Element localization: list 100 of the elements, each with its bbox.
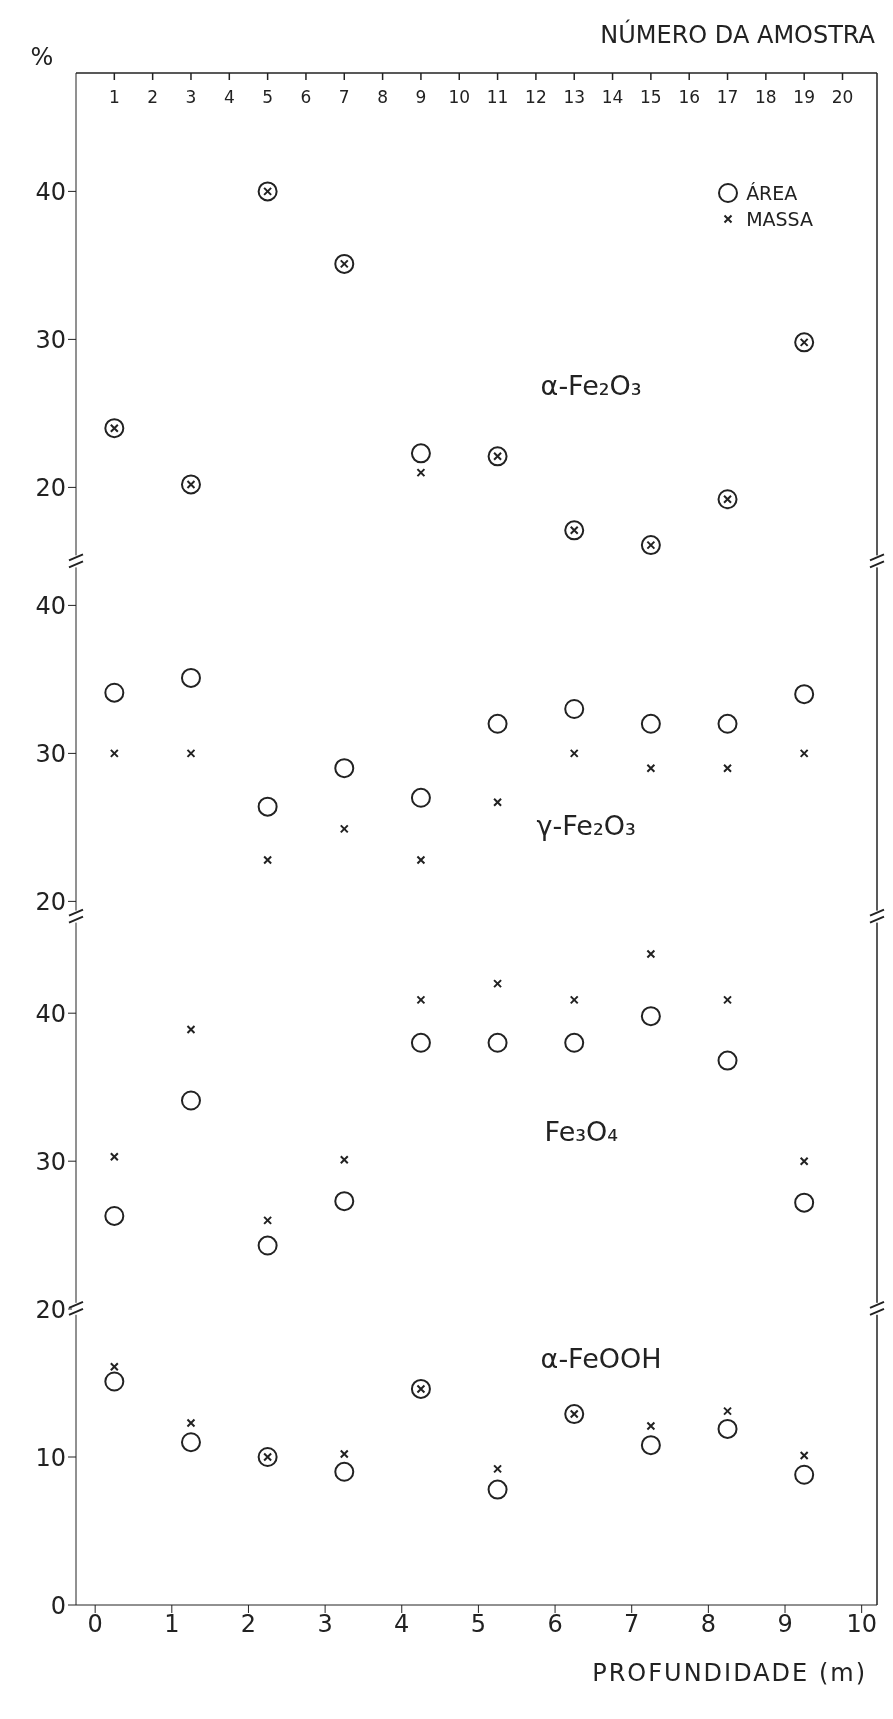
x2-tick-label: 16	[678, 87, 701, 107]
point	[564, 1032, 585, 1053]
point	[263, 1215, 273, 1225]
point	[104, 1205, 125, 1226]
y-tick-label: 10	[35, 1443, 66, 1472]
point	[717, 714, 738, 735]
point	[186, 1418, 196, 1428]
point	[487, 714, 508, 735]
x2-tick-label: 9	[415, 87, 427, 107]
x2-tick-label: 3	[185, 87, 197, 107]
point	[640, 1434, 661, 1455]
point	[180, 668, 201, 689]
x2-tick-label: 8	[377, 87, 389, 107]
x2-tick-label: 6	[300, 87, 312, 107]
annotation: Fe₃O₄	[544, 1115, 619, 1147]
x2-tick-label: 15	[640, 87, 662, 107]
x2-tick-label: 20	[831, 87, 854, 107]
point	[640, 1005, 661, 1026]
point	[723, 1406, 733, 1416]
x2-tick-label: 17	[716, 87, 739, 107]
x2-tick-label: 4	[223, 87, 235, 107]
annotation: α-FeOOH	[540, 1343, 662, 1374]
x-axis-title: PROFUNDIDADE (m)	[592, 1658, 867, 1687]
point	[109, 749, 119, 759]
y-tick-label: 20	[35, 1295, 66, 1324]
x2-tick-label: 18	[755, 87, 777, 107]
point	[339, 1449, 349, 1459]
point	[717, 1050, 738, 1071]
point	[799, 1450, 809, 1460]
y-tick-label: 30	[35, 325, 67, 354]
x-tick-label: 4	[394, 1609, 410, 1638]
point	[410, 1032, 431, 1053]
y-tick-label: 20	[35, 473, 67, 502]
point	[640, 714, 661, 735]
x-tick-label: 3	[317, 1609, 333, 1638]
legend-label: MASSA	[746, 207, 813, 232]
point	[186, 749, 196, 759]
point	[180, 474, 201, 495]
legend-label: ÁREA	[746, 181, 798, 206]
x-tick-label: 6	[547, 1609, 563, 1638]
point	[794, 332, 815, 353]
point	[257, 181, 278, 202]
point	[794, 1464, 815, 1485]
x2-tick-label: 7	[338, 87, 350, 107]
point	[640, 535, 661, 556]
y-tick-label: 40	[35, 999, 67, 1028]
point	[334, 1190, 355, 1211]
y-tick-label: 30	[35, 1147, 67, 1176]
point	[493, 798, 503, 808]
point	[416, 468, 426, 478]
point	[104, 1371, 125, 1392]
x-tick-label: 8	[700, 1609, 717, 1638]
point	[186, 1024, 196, 1034]
x2-tick-label: 10	[448, 87, 471, 107]
point	[564, 1403, 585, 1424]
point	[723, 764, 733, 774]
point	[104, 683, 125, 704]
point	[410, 443, 431, 464]
point	[263, 855, 273, 865]
point	[257, 1235, 278, 1256]
point	[109, 1151, 119, 1161]
point	[794, 684, 815, 705]
y-tick-label: 30	[35, 740, 67, 769]
x-tick-label: 2	[240, 1609, 257, 1638]
point	[416, 855, 426, 865]
x-tick-label: 7	[624, 1609, 640, 1638]
point	[339, 1154, 349, 1164]
point	[493, 978, 503, 988]
point	[334, 758, 355, 779]
x2-tick-label: 5	[262, 87, 274, 107]
x2-axis-title: NÚMERO DA AMOSTRA	[600, 19, 876, 49]
point	[493, 1464, 503, 1474]
y-tick-label: 20	[35, 888, 67, 917]
x2-tick-label: 12	[525, 87, 547, 107]
point	[569, 994, 579, 1004]
point	[646, 949, 656, 959]
annotation: α-Fe₂O₃	[540, 370, 642, 402]
point	[109, 1362, 119, 1372]
y-tick-label: 40	[35, 592, 67, 621]
x-tick-label: 9	[777, 1609, 793, 1638]
x-tick-label: 5	[470, 1609, 487, 1638]
point	[104, 418, 125, 439]
y-tick-label: 0	[50, 1591, 66, 1620]
point	[487, 1479, 508, 1500]
point	[794, 1192, 815, 1213]
x-tick-label: 10	[846, 1609, 877, 1638]
point	[564, 520, 585, 541]
y-axis-title: %	[30, 43, 54, 71]
x2-tick-label: 14	[601, 87, 624, 107]
x-tick-label: 1	[164, 1609, 180, 1638]
point	[257, 797, 278, 818]
point	[180, 1090, 201, 1111]
point	[339, 824, 349, 834]
point	[410, 788, 431, 809]
point	[799, 749, 809, 759]
point	[257, 1446, 278, 1467]
point	[487, 446, 508, 467]
x2-tick-label: 13	[563, 87, 586, 107]
point	[717, 1418, 738, 1439]
point	[334, 1461, 355, 1482]
